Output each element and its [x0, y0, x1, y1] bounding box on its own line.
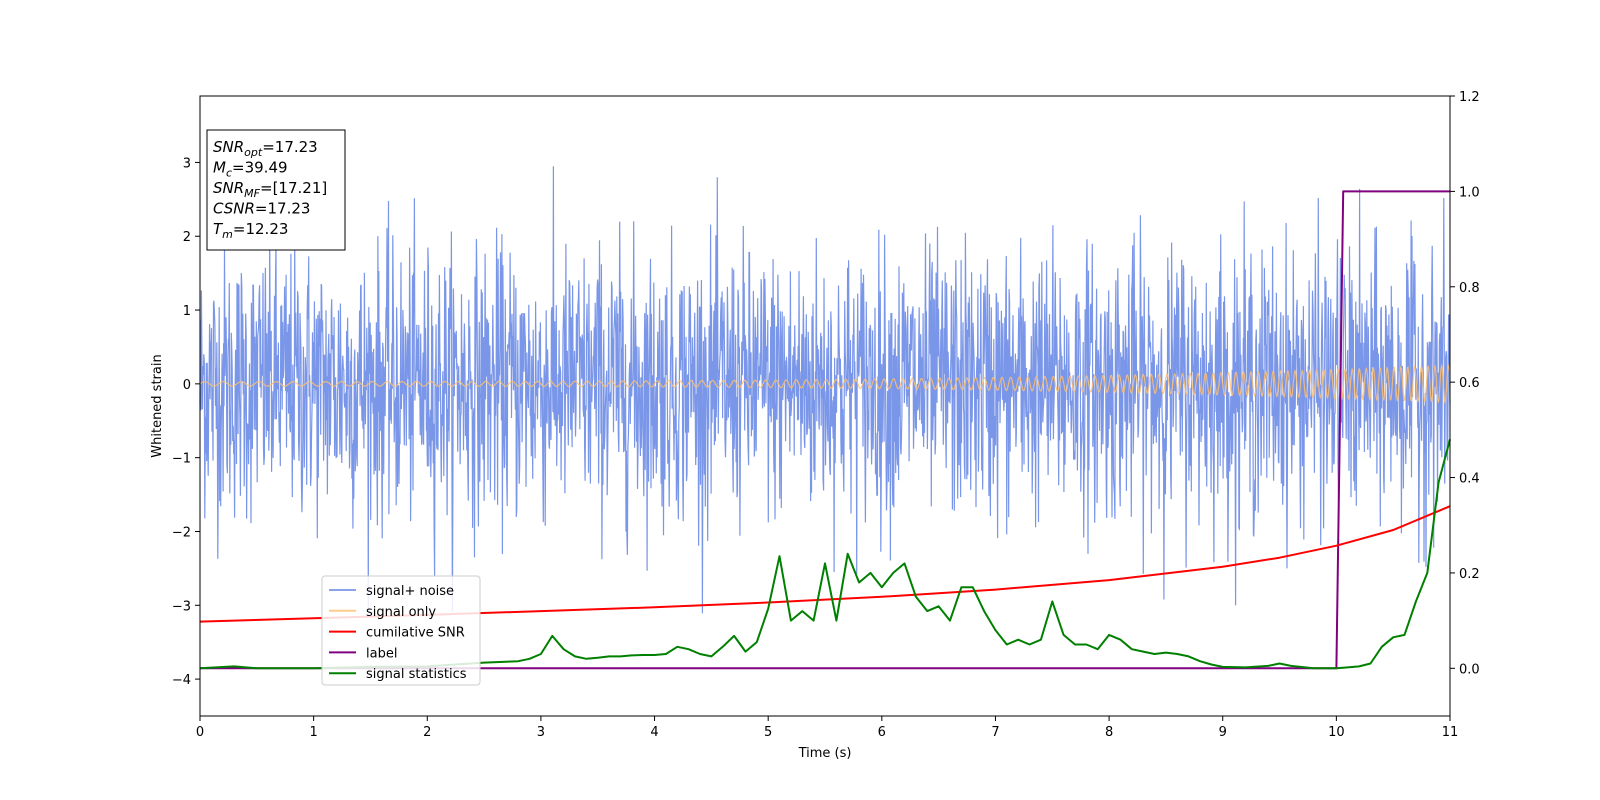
y-right-tick-label: 1.2 — [1459, 90, 1480, 105]
y-right-tick-label: 1.0 — [1459, 185, 1480, 200]
y-left-tick-label: 2 — [183, 230, 191, 245]
legend-label: signal only — [366, 605, 436, 620]
signal-noise-series — [199, 166, 1451, 616]
y-left-tick-label: −4 — [172, 673, 191, 688]
signal-only-line — [199, 363, 1451, 405]
signal-noise-line — [199, 166, 1451, 616]
y-right-tick-label: 0.4 — [1459, 472, 1480, 487]
x-tick-label: 10 — [1328, 725, 1345, 740]
label-line — [200, 190, 1450, 670]
x-axis: 0 1 2 3 4 5 6 7 8 9 10 11 — [196, 716, 1458, 740]
stats-line: Mc=39.49 — [213, 159, 288, 180]
stats-line: SNRMF=[17.21] — [213, 179, 327, 200]
y-left-tick-label: −1 — [172, 452, 191, 467]
signal-only-series — [199, 363, 1451, 405]
right-y-axis: 0.0 0.2 0.4 0.6 0.8 1.0 1.2 — [1450, 90, 1480, 677]
x-tick-label: 11 — [1442, 725, 1459, 740]
legend: signal+ noise signal only cumilative SNR la… — [321, 575, 481, 686]
y-right-tick-label: 0.8 — [1459, 281, 1480, 296]
stats-line: CSNR=17.23 — [213, 200, 310, 218]
y-axis-label: Whitened strain — [150, 354, 165, 457]
y-right-tick-label: 0.2 — [1459, 567, 1480, 582]
x-tick-label: 4 — [650, 725, 658, 740]
legend-label: cumilative SNR — [366, 626, 465, 641]
x-tick-label: 6 — [878, 725, 886, 740]
stats-line: SNRopt=17.23 — [213, 138, 318, 159]
left-y-axis: −4 −3 −2 −1 0 1 2 3 — [172, 156, 200, 688]
x-tick-label: 5 — [764, 725, 772, 740]
signal-statistics-line — [199, 439, 1451, 670]
legend-label: label — [366, 646, 397, 661]
stats-annotation-box: SNRopt=17.23Mc=39.49SNRMF=[17.21]CSNR=17… — [206, 129, 346, 251]
y-left-tick-label: −3 — [172, 599, 191, 614]
x-axis-label: Time (s) — [798, 746, 852, 761]
legend-label: signal+ noise — [366, 584, 454, 599]
y-left-tick-label: 1 — [183, 304, 191, 319]
y-left-tick-label: −2 — [172, 525, 191, 540]
x-tick-label: 3 — [537, 725, 545, 740]
x-tick-label: 1 — [309, 725, 317, 740]
y-right-tick-label: 0.0 — [1459, 662, 1480, 677]
y-right-tick-label: 0.6 — [1459, 376, 1480, 391]
x-tick-label: 8 — [1105, 725, 1113, 740]
x-tick-label: 7 — [991, 725, 999, 740]
y-left-tick-label: 0 — [183, 378, 191, 393]
legend-label: signal statistics — [366, 667, 467, 682]
x-tick-label: 0 — [196, 725, 204, 740]
x-tick-label: 9 — [1219, 725, 1227, 740]
y-left-tick-label: 3 — [183, 156, 191, 171]
stats-line: Tm=12.23 — [213, 220, 288, 241]
x-tick-label: 2 — [423, 725, 431, 740]
plot-frame — [199, 95, 1451, 717]
